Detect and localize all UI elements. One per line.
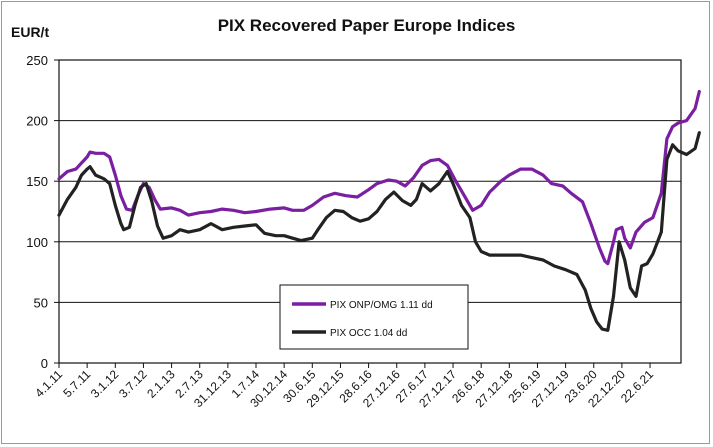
x-tick-label: 3.1.12	[88, 367, 122, 401]
series-lines	[57, 89, 701, 332]
chart-title: PIX Recovered Paper Europe Indices	[217, 16, 516, 35]
y-tick-label: 150	[26, 174, 48, 189]
x-tick-label: 5.7.11	[60, 367, 93, 400]
x-tick-label: 4.1.11	[32, 367, 65, 400]
y-tick-label: 0	[41, 356, 48, 371]
legend-box	[279, 284, 469, 350]
x-tick-label: 3.7.12	[116, 367, 150, 401]
legend-label-1: PIX OCC 1.04 dd	[330, 328, 407, 339]
series-line-1	[57, 131, 701, 332]
y-tick-label: 200	[26, 114, 48, 129]
plot-area	[58, 59, 682, 364]
legend-label-0: PIX ONP/OMG 1.11 dd	[330, 300, 433, 311]
y-axis-unit-label: EUR/t	[11, 24, 50, 40]
y-tick-label: 50	[34, 295, 48, 310]
series-line-0	[57, 89, 701, 266]
y-tick-label: 250	[26, 53, 48, 68]
x-tick-label: 2.1.13	[144, 367, 178, 401]
x-tick-label: 22.6.21	[618, 367, 656, 405]
grid-lines	[59, 120, 681, 303]
legend: PIX ONP/OMG 1.11 dd PIX OCC 1.04 dd	[279, 284, 469, 350]
y-tick-label: 100	[26, 235, 48, 250]
y-axis-ticks: 0 50 100 150 200 250	[26, 53, 59, 371]
x-axis-ticks: 4.1.115.7.113.1.123.7.122.1.132.7.1331.1…	[32, 363, 656, 410]
